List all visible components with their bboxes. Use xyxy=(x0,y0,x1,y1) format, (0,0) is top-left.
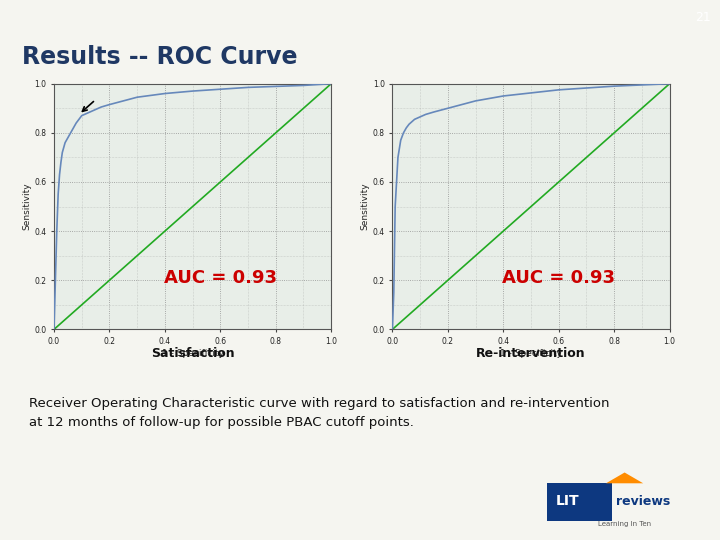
Text: Re-intervention: Re-intervention xyxy=(476,347,586,360)
Y-axis label: Sensitivity: Sensitivity xyxy=(22,183,32,231)
Text: LIT: LIT xyxy=(556,494,579,508)
X-axis label: 1 - Specificity: 1 - Specificity xyxy=(161,349,224,358)
Text: Results -- ROC Curve: Results -- ROC Curve xyxy=(22,45,297,69)
Text: Learning In Ten: Learning In Ten xyxy=(598,521,651,527)
Text: Receiver Operating Characteristic curve with regard to satisfaction and re-inter: Receiver Operating Characteristic curve … xyxy=(29,397,609,429)
FancyBboxPatch shape xyxy=(547,483,612,521)
Text: Satisfaction: Satisfaction xyxy=(150,347,235,360)
Text: AUC = 0.93: AUC = 0.93 xyxy=(503,269,615,287)
Text: AUC = 0.93: AUC = 0.93 xyxy=(164,269,276,287)
Text: 21: 21 xyxy=(696,11,711,24)
X-axis label: 1 - Specificity: 1 - Specificity xyxy=(500,349,562,358)
Text: reviews: reviews xyxy=(616,495,670,508)
Polygon shape xyxy=(606,472,643,483)
Y-axis label: Sensitivity: Sensitivity xyxy=(361,183,370,231)
